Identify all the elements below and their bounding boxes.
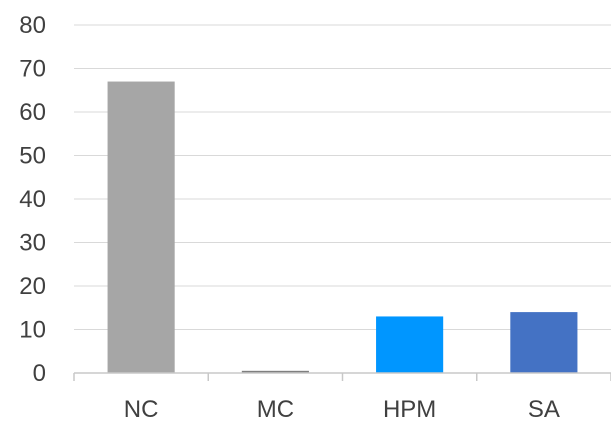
x-category-label: HPM — [383, 396, 436, 423]
x-category-label: SA — [528, 396, 560, 423]
x-axis — [73, 372, 611, 381]
bars — [107, 81, 578, 374]
y-tick-label: 30 — [19, 230, 46, 257]
x-axis-category-labels: NC MC HPM SA — [124, 396, 560, 423]
bar-sa — [510, 312, 578, 373]
y-tick-label: 60 — [19, 99, 46, 126]
y-tick-label: 80 — [19, 12, 46, 39]
x-category-label: MC — [257, 396, 294, 423]
y-tick-label: 20 — [19, 273, 46, 300]
y-tick-label: 70 — [19, 56, 46, 83]
x-category-label: NC — [124, 396, 159, 423]
y-axis-tick-labels: 0 10 20 30 40 50 60 70 80 — [19, 12, 46, 387]
bar-mc — [241, 370, 309, 373]
bar-hpm — [376, 316, 444, 373]
bar-nc — [107, 81, 175, 374]
y-tick-label: 40 — [19, 186, 46, 213]
y-tick-label: 50 — [19, 143, 46, 170]
y-tick-label: 0 — [33, 360, 46, 387]
y-tick-label: 10 — [19, 317, 46, 344]
